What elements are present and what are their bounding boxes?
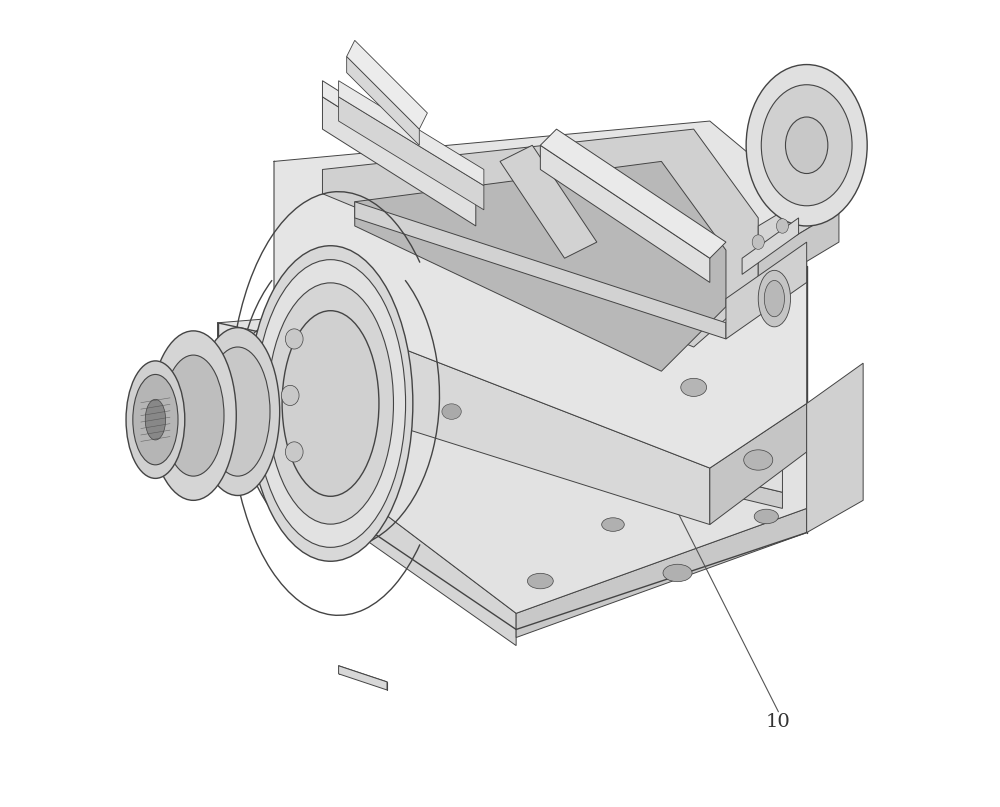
Ellipse shape bbox=[754, 509, 778, 524]
Ellipse shape bbox=[205, 347, 270, 476]
Polygon shape bbox=[274, 299, 710, 525]
Polygon shape bbox=[347, 56, 419, 145]
Polygon shape bbox=[540, 145, 710, 282]
Polygon shape bbox=[339, 81, 484, 186]
Ellipse shape bbox=[761, 85, 852, 206]
Polygon shape bbox=[242, 363, 782, 508]
Ellipse shape bbox=[285, 329, 303, 349]
Ellipse shape bbox=[442, 404, 461, 420]
Ellipse shape bbox=[752, 235, 764, 249]
Ellipse shape bbox=[746, 65, 867, 226]
Ellipse shape bbox=[145, 399, 166, 440]
Ellipse shape bbox=[126, 361, 185, 479]
Polygon shape bbox=[274, 121, 807, 468]
Ellipse shape bbox=[133, 374, 178, 465]
Polygon shape bbox=[500, 145, 597, 258]
Ellipse shape bbox=[527, 573, 553, 589]
Ellipse shape bbox=[744, 449, 773, 470]
Ellipse shape bbox=[758, 270, 791, 327]
Polygon shape bbox=[242, 339, 782, 492]
Ellipse shape bbox=[281, 386, 299, 405]
Ellipse shape bbox=[602, 518, 624, 531]
Polygon shape bbox=[339, 666, 387, 690]
Ellipse shape bbox=[248, 245, 413, 562]
Polygon shape bbox=[726, 242, 807, 339]
Polygon shape bbox=[758, 178, 839, 258]
Polygon shape bbox=[516, 508, 807, 638]
Ellipse shape bbox=[776, 219, 789, 233]
Polygon shape bbox=[218, 299, 807, 613]
Polygon shape bbox=[742, 218, 799, 274]
Polygon shape bbox=[758, 210, 839, 291]
Ellipse shape bbox=[306, 341, 322, 353]
Polygon shape bbox=[339, 97, 484, 210]
Polygon shape bbox=[807, 363, 863, 533]
Polygon shape bbox=[274, 299, 339, 468]
Polygon shape bbox=[347, 40, 427, 129]
Ellipse shape bbox=[663, 564, 692, 582]
Ellipse shape bbox=[150, 331, 236, 500]
Ellipse shape bbox=[353, 363, 372, 379]
Polygon shape bbox=[540, 129, 726, 258]
Polygon shape bbox=[322, 97, 476, 226]
Polygon shape bbox=[355, 161, 726, 371]
Ellipse shape bbox=[196, 328, 280, 495]
Ellipse shape bbox=[395, 381, 411, 394]
Polygon shape bbox=[322, 129, 758, 347]
Polygon shape bbox=[355, 202, 726, 339]
Ellipse shape bbox=[255, 260, 406, 547]
Ellipse shape bbox=[268, 282, 393, 525]
Ellipse shape bbox=[764, 280, 784, 316]
Ellipse shape bbox=[681, 378, 707, 396]
Polygon shape bbox=[218, 387, 516, 646]
Ellipse shape bbox=[163, 355, 224, 476]
Ellipse shape bbox=[285, 442, 303, 462]
Polygon shape bbox=[322, 81, 476, 194]
Text: 10: 10 bbox=[766, 713, 791, 731]
Ellipse shape bbox=[785, 117, 828, 174]
Polygon shape bbox=[710, 404, 807, 525]
Ellipse shape bbox=[282, 311, 379, 496]
